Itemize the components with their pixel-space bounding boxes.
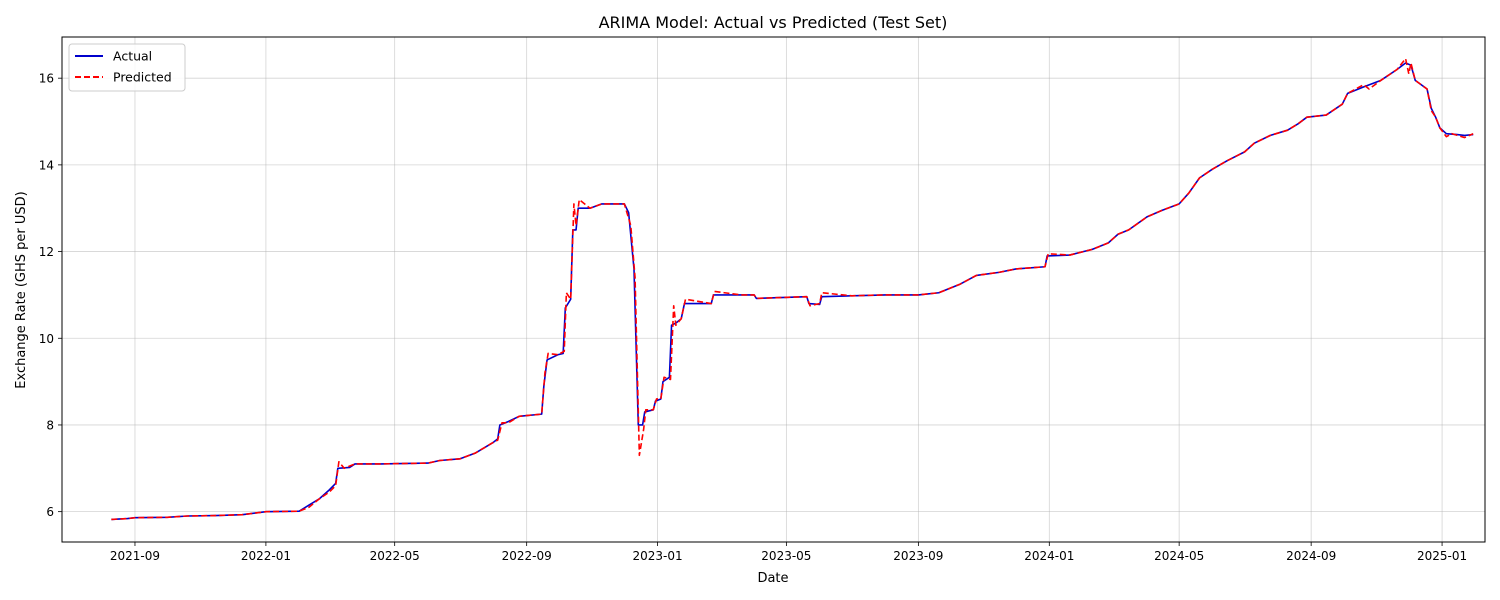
- legend-label-predicted: Predicted: [113, 70, 172, 85]
- y-tick-label: 14: [39, 158, 54, 172]
- x-axis-title: Date: [757, 571, 788, 586]
- x-tick-label: 2023-01: [633, 549, 683, 563]
- x-tick-label: 2024-09: [1286, 549, 1336, 563]
- x-tick-label: 2024-01: [1024, 549, 1074, 563]
- axis-ticks: 2021-09 2022-01 2022-05 2022-09 2023-01 2023-…: [39, 72, 1467, 563]
- x-tick-label: 2022-09: [502, 549, 552, 563]
- series-line-predicted: [111, 57, 1474, 521]
- plot-series: [111, 57, 1474, 521]
- y-axis-title: Exchange Rate (GHS per USD): [14, 191, 29, 388]
- legend: Actual Predicted: [68, 43, 186, 92]
- x-tick-label: 2022-01: [241, 549, 291, 563]
- legend-label-actual: Actual: [113, 49, 152, 64]
- x-tick-label: 2023-09: [893, 549, 943, 563]
- x-tick-label: 2021-09: [110, 549, 160, 563]
- x-tick-label: 2022-05: [370, 549, 420, 563]
- y-tick-label: 10: [39, 332, 54, 346]
- chart-title: ARIMA Model: Actual vs Predicted (Test S…: [599, 13, 948, 32]
- x-tick-label: 2024-05: [1154, 549, 1204, 563]
- x-tick-label: 2025-01: [1417, 549, 1467, 563]
- y-tick-label: 12: [39, 245, 54, 259]
- x-tick-label: 2023-05: [761, 549, 811, 563]
- y-tick-label: 16: [39, 72, 54, 86]
- y-tick-label: 8: [46, 418, 54, 432]
- plot-frame: [61, 36, 1486, 543]
- y-tick-label: 6: [46, 505, 54, 519]
